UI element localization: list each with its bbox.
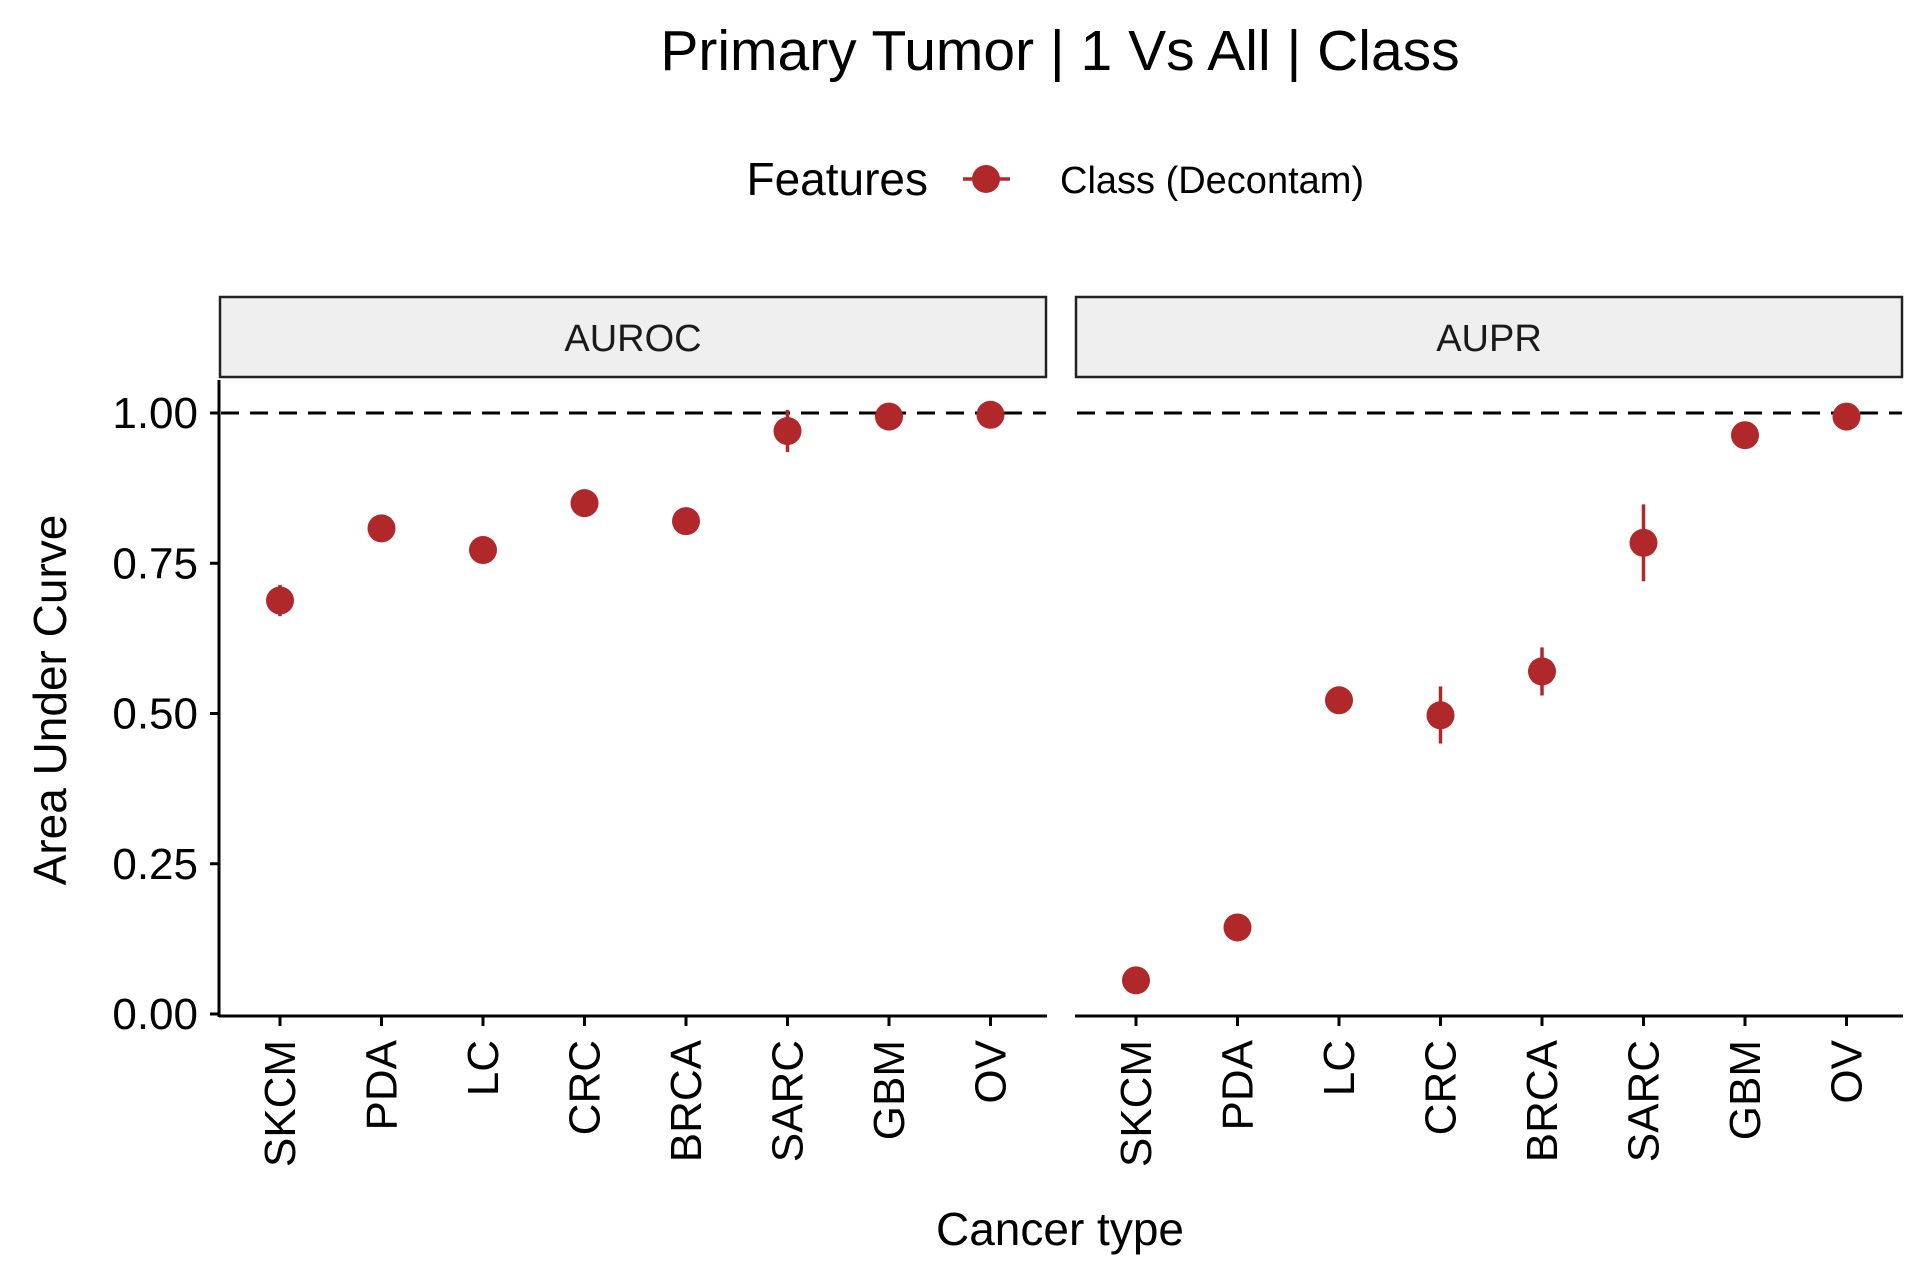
y-tick-label: 0.75 (112, 539, 198, 588)
data-point (1325, 686, 1353, 715)
legend-entry-label: Class (Decontam) (1060, 160, 1364, 202)
legend-key-marker (972, 165, 1000, 193)
y-axis-title: Area Under Curve (24, 515, 76, 886)
panel-plot-auroc: SKCM PDA LC CRC BRCA SARC GBM OV (256, 400, 1016, 1167)
data-point (469, 536, 497, 565)
x-tick-label: BRCA (662, 1039, 711, 1162)
x-tick-label: GBM (1721, 1040, 1770, 1140)
data-point (875, 402, 903, 431)
data-point (1731, 421, 1759, 450)
data-point (266, 586, 294, 615)
y-tick-label: 0.50 (112, 690, 198, 739)
panel-plot-aupr: SKCM PDA LC CRC BRCA SARC GBM OV (1112, 402, 1872, 1167)
x-tick-label: CRC (1417, 1040, 1466, 1135)
y-tick-label: 0.25 (112, 840, 198, 889)
x-tick-label: BRCA (1518, 1039, 1567, 1162)
panel-strip-aupr: AUPR (1074, 295, 1904, 379)
strip-label-auroc: AUROC (564, 318, 701, 360)
x-tick-label: PDA (358, 1039, 407, 1130)
x-tick-label: LC (459, 1040, 508, 1096)
x-tick-label: OV (1823, 1039, 1872, 1103)
y-tick-label: 0.00 (112, 990, 198, 1039)
chart-title: Primary Tumor | 1 Vs All | Class (660, 19, 1459, 83)
strip-background (1074, 295, 1904, 379)
x-tick-label: LC (1315, 1040, 1364, 1096)
strip-label-aupr: AUPR (1436, 318, 1542, 360)
data-point (570, 489, 599, 518)
data-point (1832, 402, 1861, 431)
x-tick-label: CRC (561, 1040, 610, 1135)
panel-strip-auroc: AUROC (218, 295, 1048, 379)
x-tick-label: GBM (865, 1040, 914, 1140)
x-tick-label: SARC (764, 1040, 813, 1162)
y-ticks: 0.00 0.25 0.50 0.75 1.00 (112, 389, 219, 1039)
legend: Features Class (Decontam) (746, 153, 1364, 205)
x-tick-label: OV (967, 1039, 1016, 1103)
data-point (1426, 701, 1455, 730)
data-point (1122, 966, 1150, 995)
data-point (367, 514, 396, 543)
x-tick-label: SARC (1620, 1040, 1669, 1162)
x-tick-label: PDA (1214, 1039, 1263, 1130)
data-point (976, 400, 1005, 429)
data-point (1629, 528, 1658, 557)
strip-background (218, 295, 1048, 379)
data-point (773, 417, 802, 446)
data-point (1528, 657, 1556, 686)
y-tick-label: 1.00 (112, 389, 198, 438)
data-point (1223, 913, 1252, 942)
x-tick-label: SKCM (1112, 1040, 1161, 1167)
legend-title: Features (746, 153, 928, 205)
x-axis-title: Cancer type (936, 1203, 1184, 1255)
data-point (672, 507, 700, 536)
x-tick-label: SKCM (256, 1040, 305, 1167)
